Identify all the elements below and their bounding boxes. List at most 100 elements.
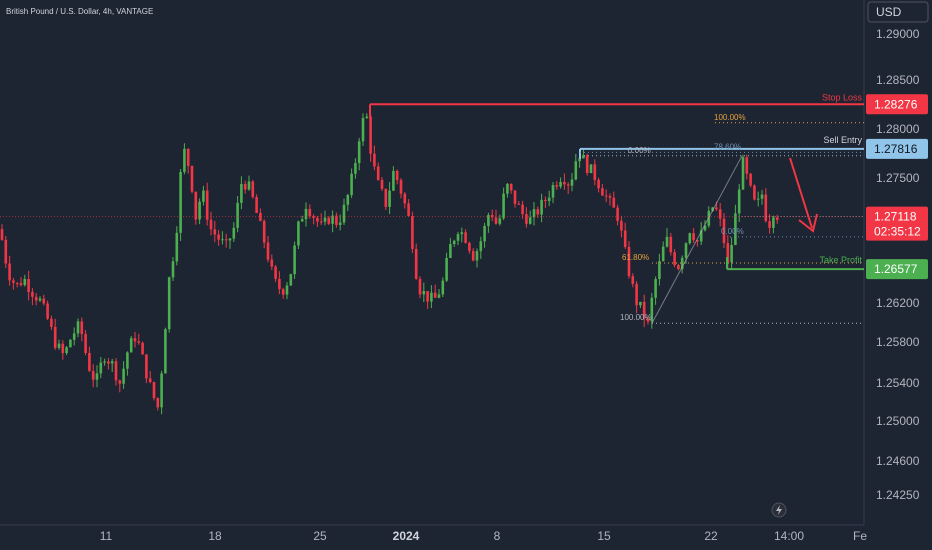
candle-body — [479, 241, 483, 252]
candle-body — [38, 298, 42, 301]
candle-body — [684, 243, 688, 258]
candle-body — [430, 292, 433, 302]
candle-body — [399, 180, 403, 194]
candle-body — [354, 163, 357, 174]
candle-body — [639, 301, 642, 306]
candle-body — [297, 221, 300, 246]
candle-body — [547, 197, 551, 202]
x-tick-label: 8 — [494, 529, 501, 543]
candle-body — [551, 185, 555, 198]
overlays-group: Stop Loss Sell Entry Take Profit 100.00% 78.… — [0, 92, 864, 324]
candle-body — [414, 248, 418, 279]
candle-body — [528, 217, 532, 224]
candle-body — [536, 209, 540, 215]
candle-body — [540, 199, 543, 215]
sell-entry-badge-text: 1.27816 — [874, 142, 918, 156]
candle-body — [502, 193, 505, 219]
candle-body — [350, 173, 353, 196]
candle-body — [589, 164, 593, 174]
candle-body — [122, 368, 125, 384]
candle-body — [53, 326, 57, 348]
candle-body — [278, 278, 281, 290]
candle-body — [361, 118, 365, 142]
current-price-badge-bg — [866, 206, 928, 241]
candle-body — [243, 183, 247, 190]
candle-body — [395, 170, 399, 181]
candle-body — [669, 236, 673, 253]
candle-body — [715, 207, 718, 210]
candle-body — [190, 165, 194, 192]
current-price-badge-text: 1.27118 — [874, 210, 917, 224]
candle-body — [304, 208, 308, 220]
candle-body — [80, 321, 84, 334]
candle-body — [171, 261, 175, 278]
candle-body — [114, 361, 118, 381]
x-tick-label: 2024 — [393, 529, 420, 543]
fib-level-label: 78.60% — [714, 142, 741, 151]
candle-body — [730, 245, 733, 263]
candle-body — [604, 195, 608, 197]
candle-body — [566, 184, 570, 186]
candle-body — [441, 280, 445, 295]
fib-level-label: 100.00% — [620, 313, 652, 322]
y-tick-label: 1.26200 — [876, 296, 920, 310]
y-tick-label: 1.28500 — [876, 73, 920, 87]
fib-level-label: 0.00% — [721, 227, 744, 236]
candle-body — [696, 240, 699, 242]
candle-body — [661, 246, 665, 262]
candle-body — [175, 232, 179, 262]
candle-body — [585, 155, 589, 174]
stop-loss-badge-text: 1.28276 — [874, 97, 918, 111]
candle-body — [198, 201, 201, 220]
candle-body — [262, 220, 266, 243]
candle-body — [555, 185, 559, 187]
candle-body — [426, 291, 429, 302]
currency-button[interactable]: USD — [867, 1, 929, 23]
candle-body — [688, 233, 692, 244]
candle-body — [692, 233, 695, 241]
candle-body — [627, 246, 631, 277]
candle-body — [152, 382, 156, 399]
chart-title: British Pound / U.S. Dollar, 4h, VANTAGE — [6, 7, 153, 16]
candle-body — [745, 157, 749, 174]
fib-level-label: 0.00% — [628, 146, 651, 155]
candle-body — [471, 250, 475, 261]
candle-body — [255, 197, 258, 213]
candle-body — [437, 294, 441, 298]
candle-body — [749, 173, 752, 186]
candle-body — [213, 229, 217, 235]
candle-body — [407, 203, 410, 216]
candle-body — [31, 291, 34, 297]
candle-body — [517, 203, 521, 205]
candle-body — [768, 221, 771, 228]
y-tick-label: 1.24250 — [876, 488, 920, 502]
candle-body — [403, 193, 407, 204]
candle-body — [563, 181, 566, 185]
y-tick-label: 1.25000 — [876, 414, 920, 428]
sell-entry-label: Sell Entry — [823, 135, 862, 145]
candle-body — [247, 181, 251, 190]
candle-body — [525, 214, 528, 224]
candle-body — [69, 339, 72, 348]
candle-body — [34, 296, 38, 301]
candle-body — [703, 225, 707, 231]
candle-body — [673, 252, 676, 266]
lightning-icon[interactable] — [771, 502, 787, 518]
candle-body — [335, 215, 338, 225]
candle-body — [388, 190, 391, 207]
candle-body — [737, 189, 741, 214]
candle-body — [202, 190, 205, 202]
candle-body — [635, 283, 638, 306]
take-profit-badge-text: 1.26577 — [874, 262, 918, 276]
x-tick-label: 22 — [704, 529, 718, 543]
candle-body — [179, 171, 182, 233]
candle-body — [753, 185, 756, 200]
y-tick-label: 1.24600 — [876, 454, 920, 468]
candle-body — [129, 338, 133, 353]
candle-body — [209, 219, 213, 230]
candle-body — [186, 148, 190, 166]
candles-group — [0, 113, 779, 415]
candle-body — [145, 354, 148, 379]
